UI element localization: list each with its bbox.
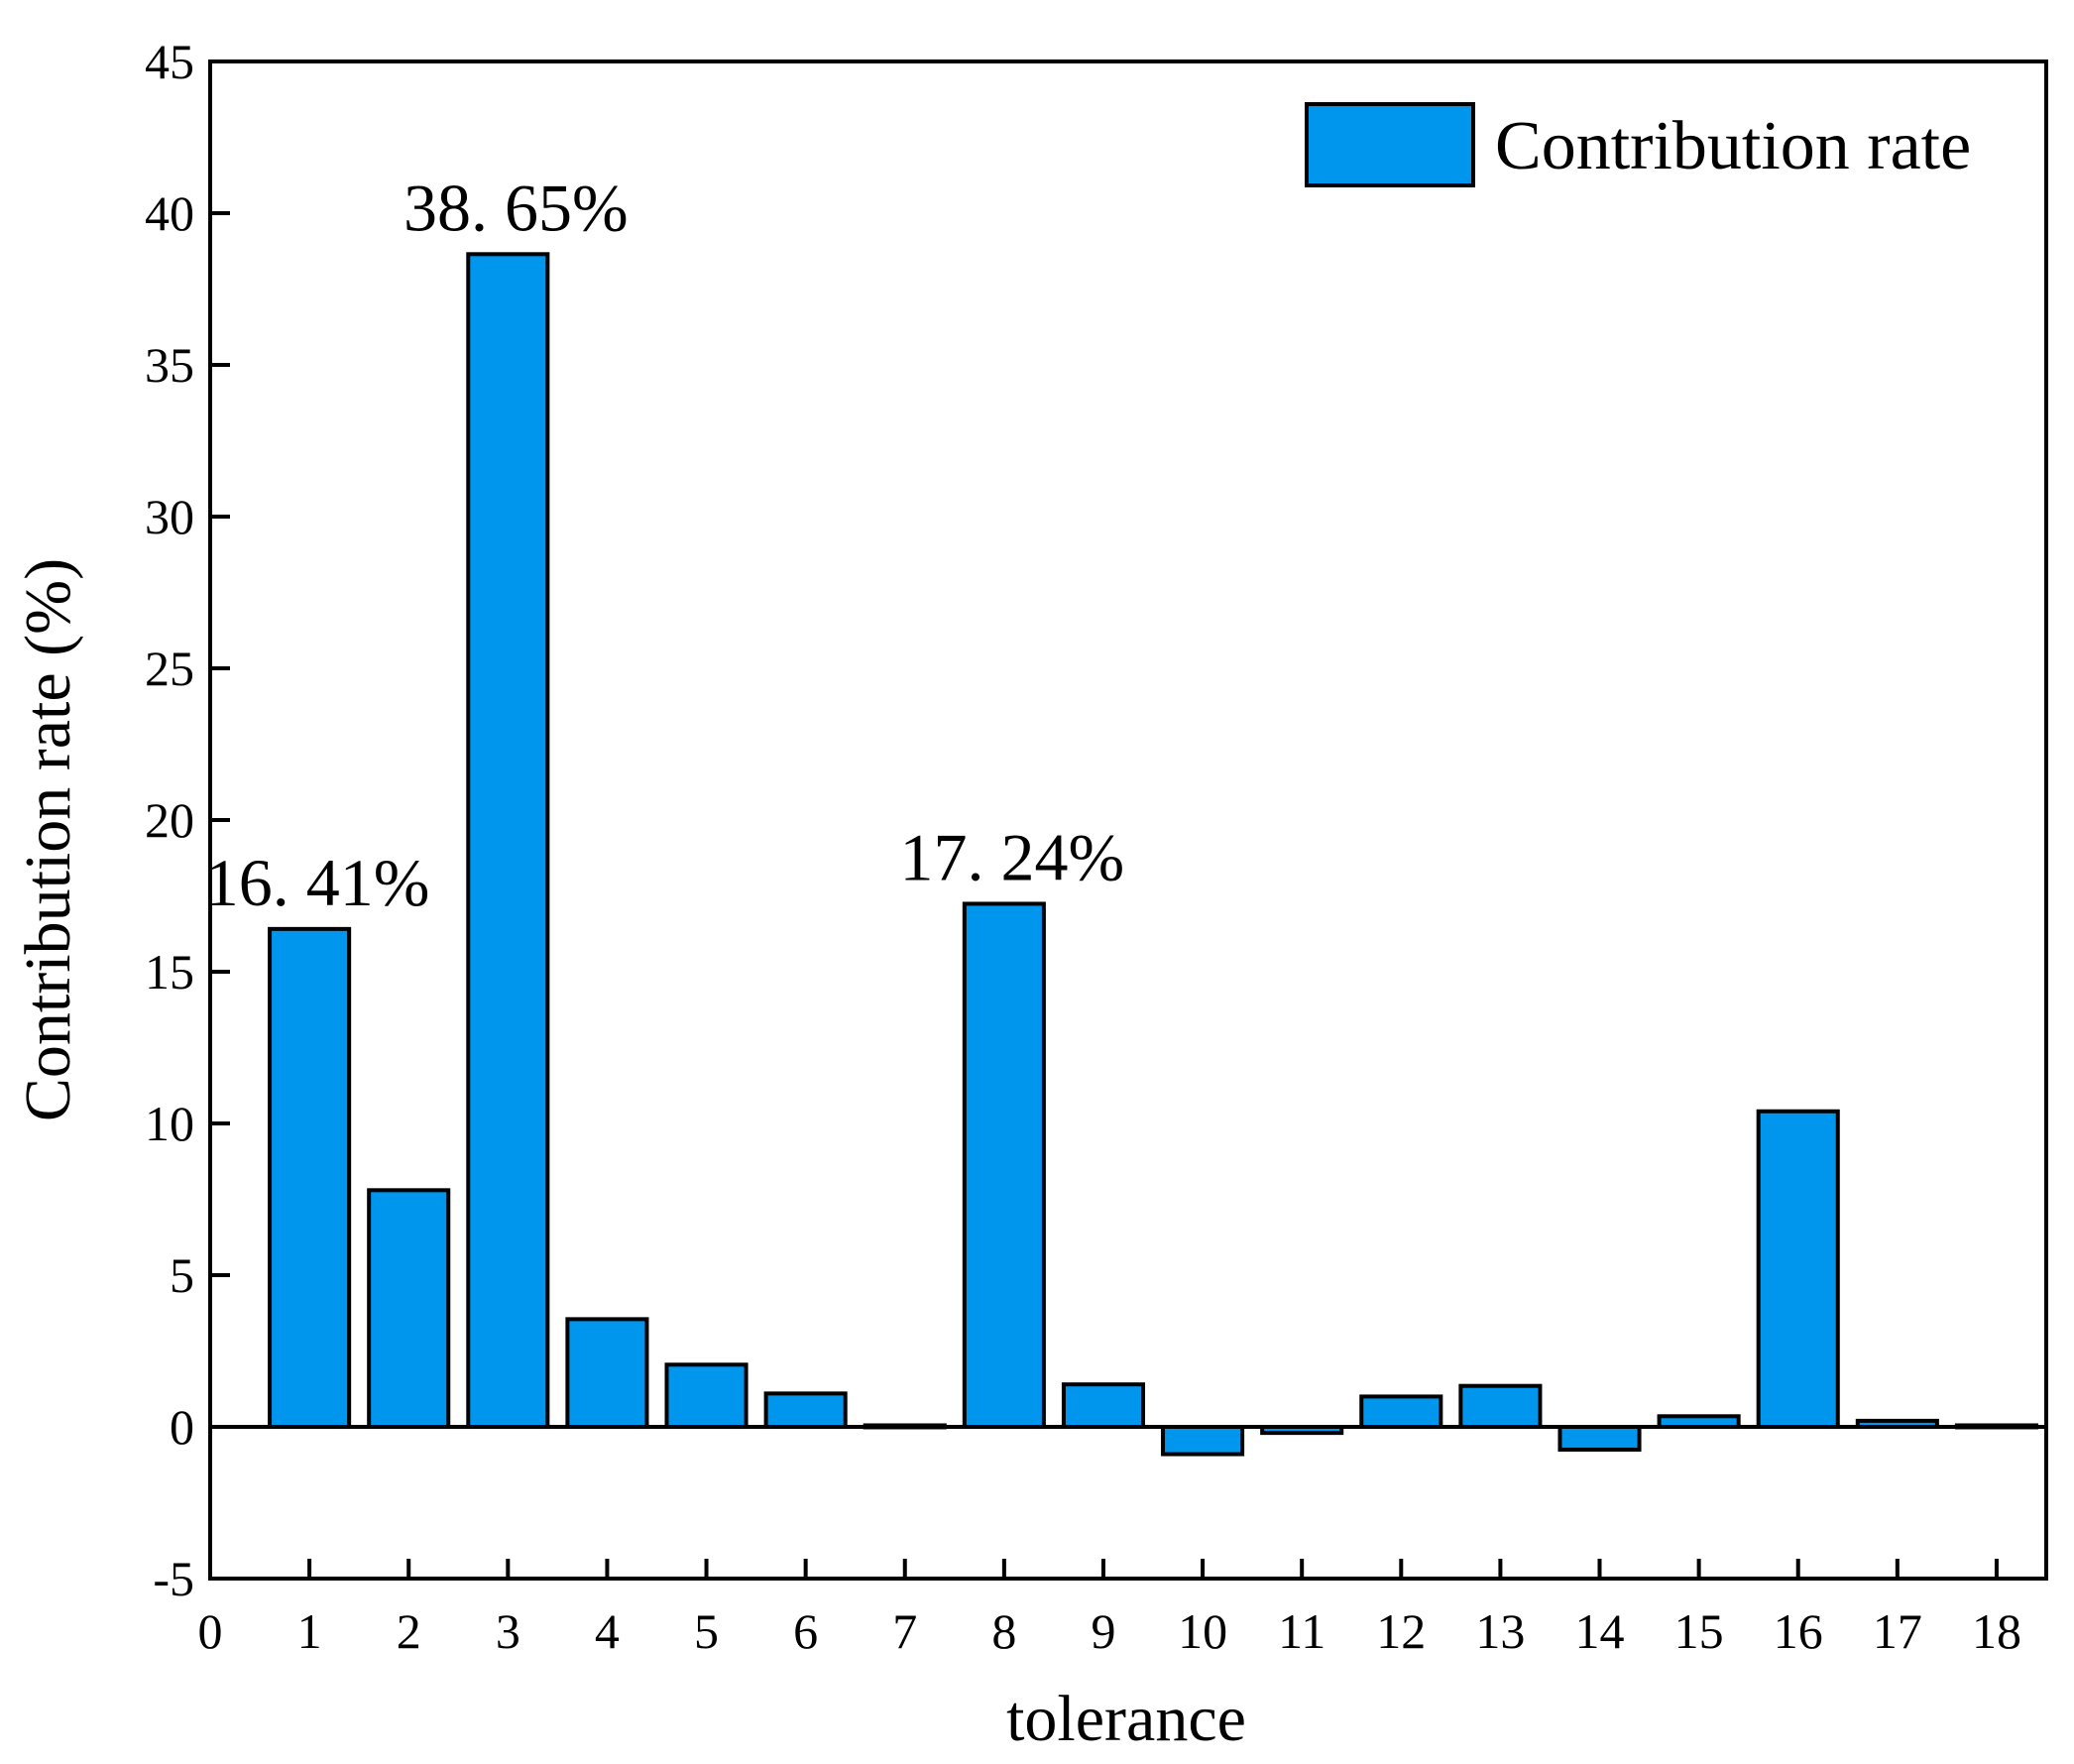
- legend: Contribution rate: [1305, 102, 1971, 187]
- x-tick-label: 18: [1972, 1603, 2021, 1659]
- data-label-3: 38. 65%: [403, 170, 629, 245]
- data-label-1: 16. 41%: [205, 845, 430, 920]
- x-tick-label: 9: [1091, 1603, 1115, 1659]
- y-tick-label: 0: [170, 1399, 194, 1455]
- x-tick-label: 5: [694, 1603, 719, 1659]
- x-tick-label: 12: [1376, 1603, 1426, 1659]
- bar-1: [268, 926, 352, 1429]
- y-tick-label: 25: [145, 641, 194, 696]
- y-tick-label: 45: [145, 34, 194, 89]
- bar-14: [1557, 1425, 1642, 1452]
- y-tick-label: 30: [145, 489, 194, 544]
- x-tick-label: 14: [1575, 1603, 1625, 1659]
- bar-16: [1756, 1109, 1840, 1429]
- bar-2: [367, 1188, 451, 1429]
- bar-8: [962, 901, 1046, 1429]
- x-axis-title: tolerance: [1006, 1683, 1246, 1755]
- x-tick-label: 4: [595, 1603, 620, 1659]
- bar-13: [1458, 1383, 1543, 1429]
- y-tick-label: 15: [145, 944, 194, 1000]
- bar-9: [1061, 1382, 1146, 1430]
- bar-4: [565, 1317, 649, 1429]
- y-tick-label: 10: [145, 1096, 194, 1151]
- y-tick-label: -5: [153, 1551, 194, 1606]
- bar-6: [763, 1391, 848, 1429]
- x-tick-label: 11: [1278, 1603, 1325, 1659]
- bar-10: [1161, 1425, 1245, 1457]
- bar-5: [664, 1362, 749, 1430]
- x-tick-label: 16: [1774, 1603, 1823, 1659]
- y-tick-label: 5: [170, 1247, 194, 1303]
- y-axis-title: Contribution rate (%): [12, 558, 84, 1121]
- bars: [268, 252, 2038, 1457]
- bar-12: [1359, 1394, 1443, 1430]
- bar-3: [466, 252, 550, 1429]
- x-tick-label: 1: [297, 1603, 322, 1659]
- y-tick-label: 35: [145, 337, 194, 393]
- x-tick-label: 0: [198, 1603, 223, 1659]
- data-labels: 16. 41% 38. 65% 17. 24%: [205, 170, 1124, 920]
- legend-label: Contribution rate: [1495, 108, 1971, 184]
- x-tick-label: 8: [991, 1603, 1016, 1659]
- x-tick-label: 7: [892, 1603, 917, 1659]
- x-tick-label: 15: [1674, 1603, 1724, 1659]
- x-tick-label: 3: [496, 1603, 520, 1659]
- x-tick-label: 10: [1178, 1603, 1227, 1659]
- x-tick-label: 6: [793, 1603, 818, 1659]
- legend-swatch: [1305, 102, 1475, 187]
- y-tick-label: 20: [145, 792, 194, 848]
- x-tick-label: 17: [1873, 1603, 1922, 1659]
- y-tick-label: 40: [145, 185, 194, 241]
- x-tick-label: 2: [397, 1603, 421, 1659]
- data-label-8: 17. 24%: [900, 819, 1125, 894]
- x-tick-label: 13: [1475, 1603, 1525, 1659]
